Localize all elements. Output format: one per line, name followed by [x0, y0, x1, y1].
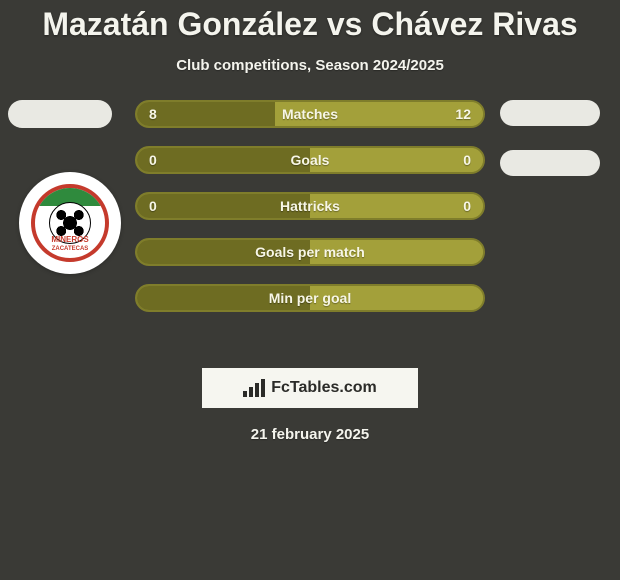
stat-bar: Goals0 0	[135, 146, 485, 174]
brand-text: FcTables.com	[271, 379, 377, 397]
stat-bar: Goals per match	[135, 238, 485, 266]
club-badge: MINEROS ZACATECAS	[19, 172, 121, 274]
badge-text: MINEROS ZACATECAS	[35, 236, 105, 252]
brand-box: FcTables.com	[202, 368, 418, 408]
bar-value-left: 0	[149, 194, 157, 218]
bar-label: Matches	[137, 102, 483, 126]
bar-label: Goals	[137, 148, 483, 172]
stats-area: MINEROS ZACATECAS Matches812Goals00Hattr…	[0, 100, 620, 360]
stat-bar: Min per goal	[135, 284, 485, 312]
club-badge-inner: MINEROS ZACATECAS	[31, 184, 109, 262]
bar-value-right: 12	[455, 102, 471, 126]
bar-value-left: 8	[149, 102, 157, 126]
bar-chart-icon	[243, 379, 265, 397]
bar-value-right: 0	[463, 194, 471, 218]
bar-value-left: 0	[149, 148, 157, 172]
player-left-pill	[8, 100, 112, 128]
bar-label: Min per goal	[137, 286, 483, 310]
stat-bar: Hattricks0 0	[135, 192, 485, 220]
bar-label: Goals per match	[137, 240, 483, 264]
bar-label: Hattricks	[137, 194, 483, 218]
footer-date: 21 february 2025	[0, 426, 620, 443]
badge-line2: ZACATECAS	[52, 246, 89, 252]
comparison-infographic: Mazatán González vs Chávez Rivas Club co…	[0, 0, 620, 580]
player-right-pill-2	[500, 150, 600, 176]
player-right-pill-1	[500, 100, 600, 126]
bar-value-right: 0	[463, 148, 471, 172]
stat-bars: Matches812Goals00Hattricks00Goals per ma…	[135, 100, 485, 330]
badge-line1: MINEROS	[51, 235, 88, 244]
page-subtitle: Club competitions, Season 2024/2025	[0, 57, 620, 74]
page-title: Mazatán González vs Chávez Rivas	[0, 0, 620, 43]
stat-bar: Matches8 12	[135, 100, 485, 128]
